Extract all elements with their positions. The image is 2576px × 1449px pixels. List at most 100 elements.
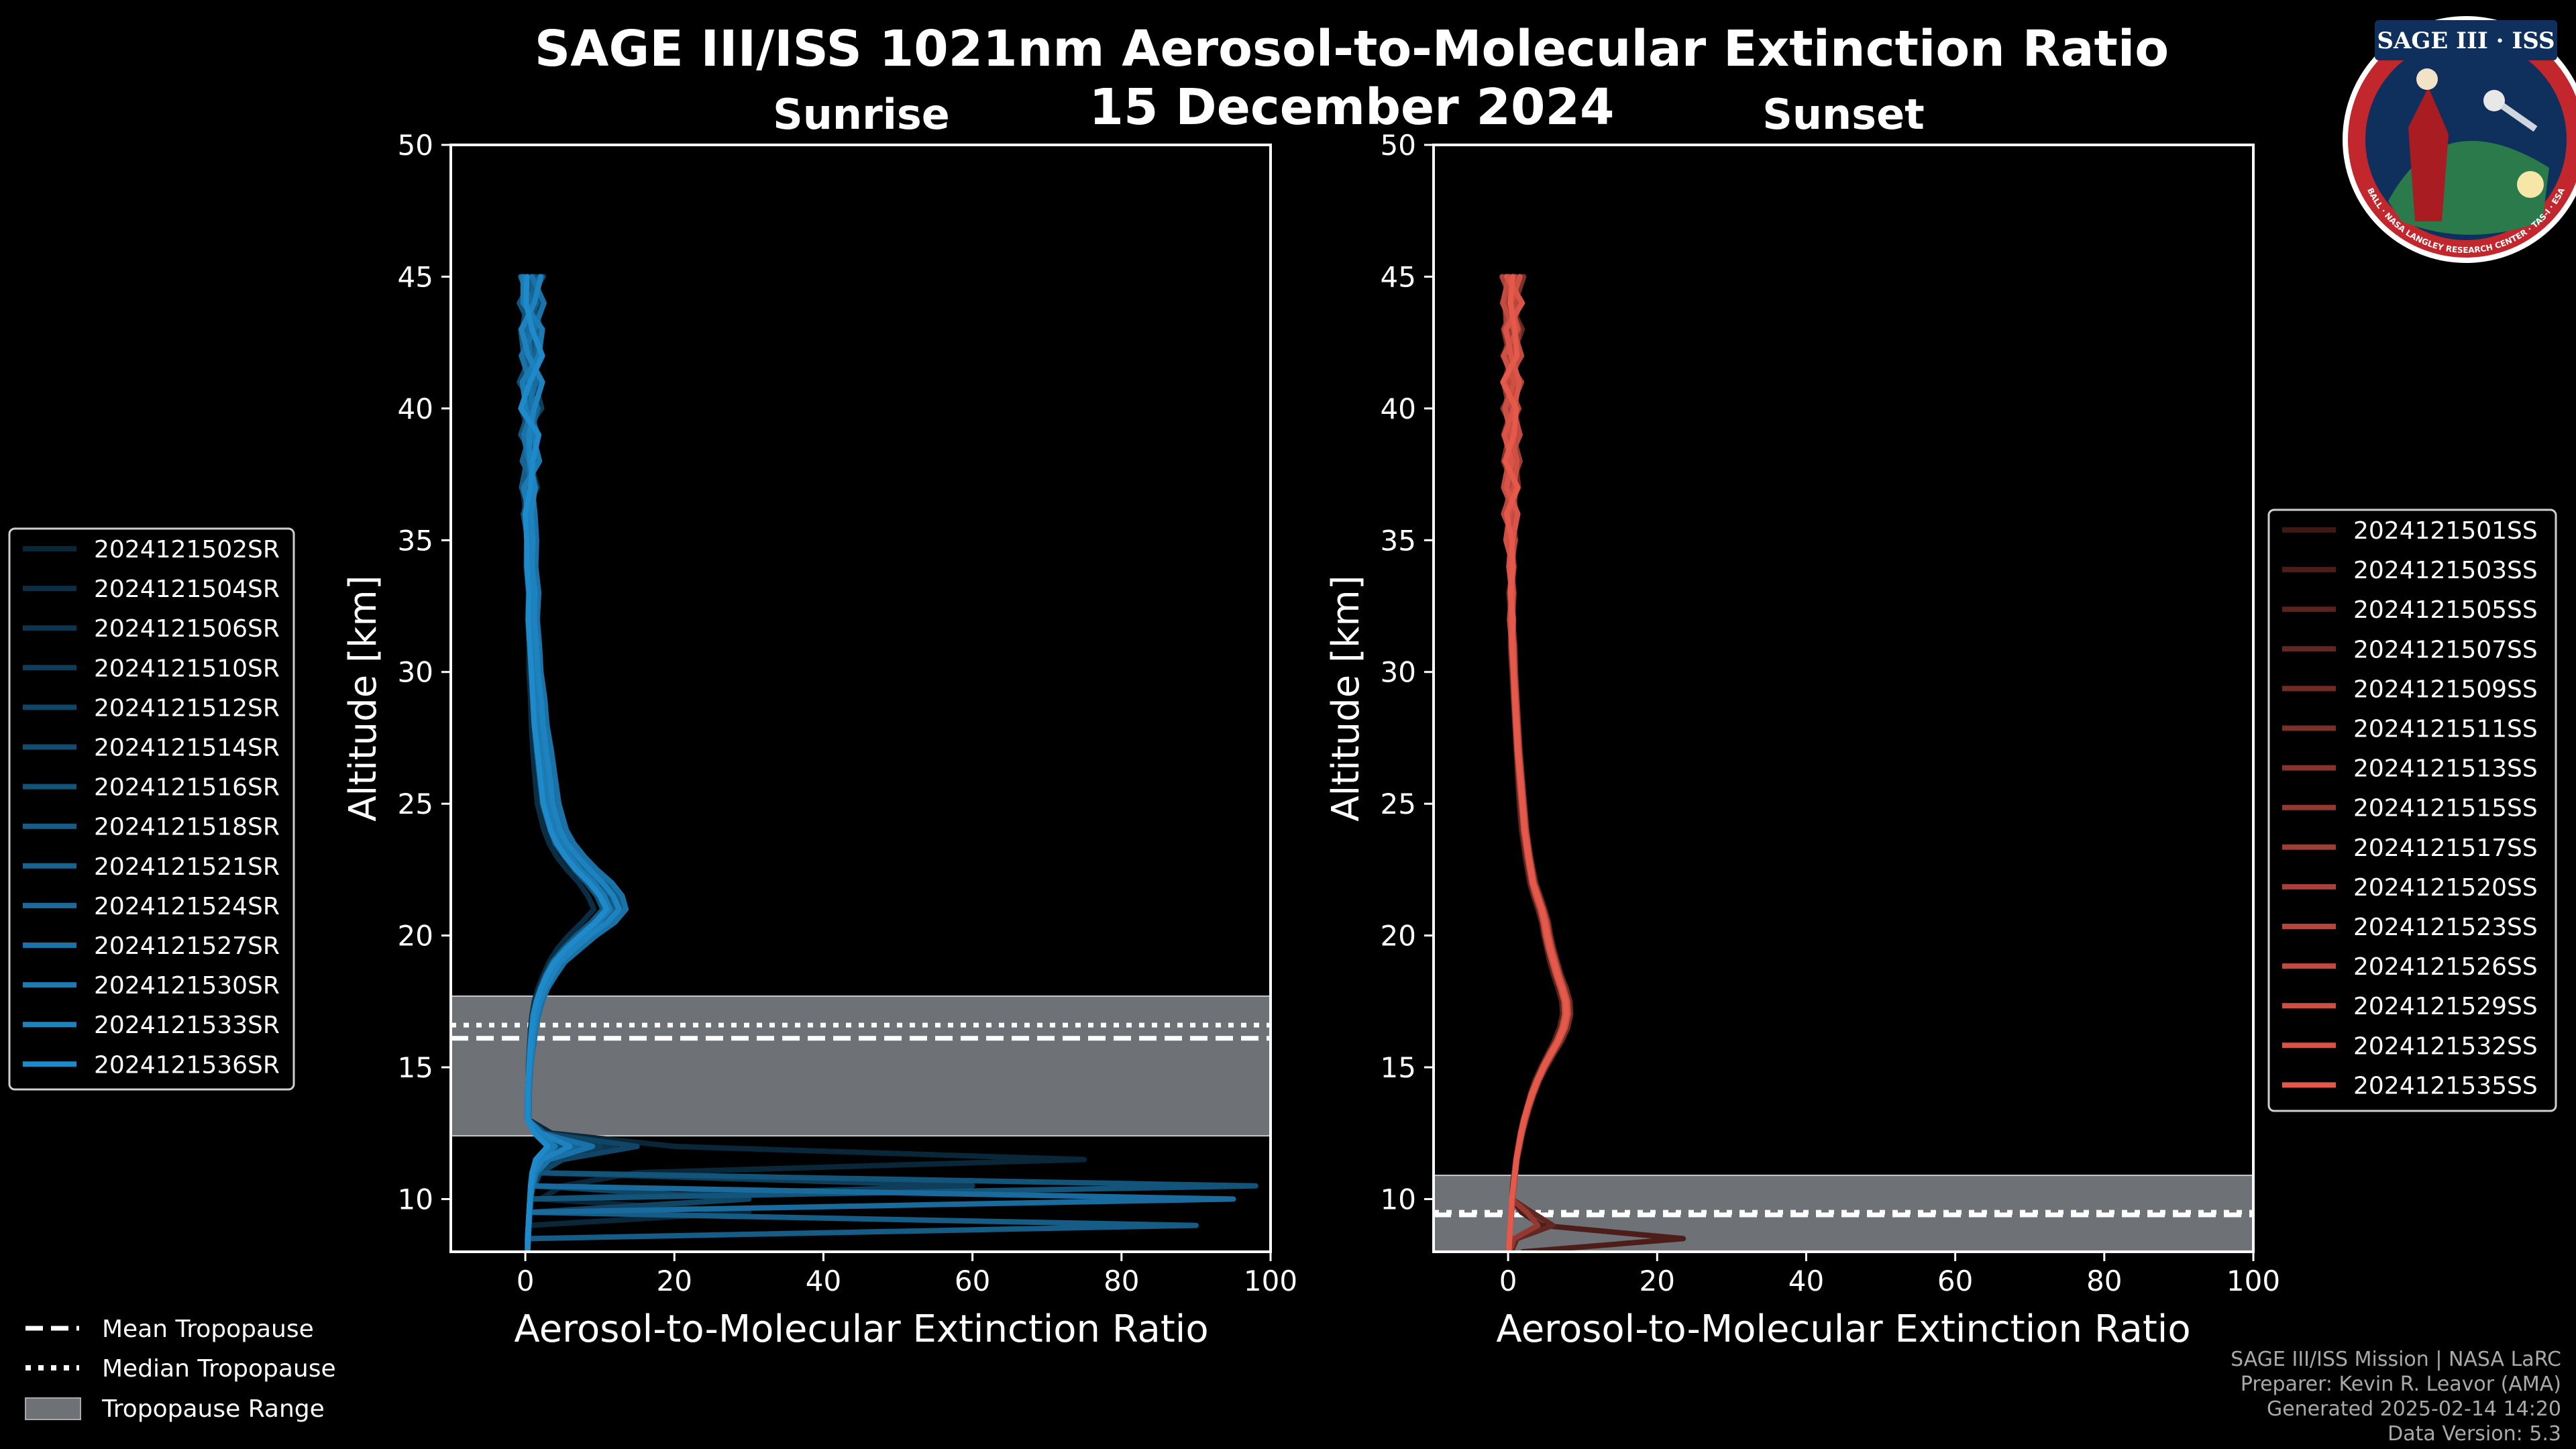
figure-title: SAGE III/ISS 1021nm Aerosol-to-Molecular… (535, 20, 2169, 78)
logo-moon-icon (2483, 90, 2505, 111)
sr-ytick-label-45: 45 (398, 260, 433, 293)
ss-legend-label-2024121532SS: 2024121532SS (2353, 1032, 2538, 1060)
sunrise-x-axis-label: Aerosol-to-Molecular Extinction Ratio (514, 1307, 1208, 1351)
ss-xtick-label-60: 60 (1937, 1265, 1973, 1297)
ss-xtick-label-0: 0 (1499, 1265, 1517, 1297)
sr-profile-2024121536SR (518, 274, 610, 1252)
credit-version: Data Version: 5.3 (2387, 1422, 2561, 1446)
sunset-legend-box (2267, 508, 2557, 1112)
sr-legend-label-2024121533SR: 2024121533SR (94, 1012, 280, 1039)
logo-iss-icon (2500, 103, 2538, 132)
sr-ytick-label-10: 10 (398, 1183, 433, 1216)
ss-legend-label-2024121507SS: 2024121507SS (2353, 636, 2538, 663)
sr-xtick-label-80: 80 (1104, 1265, 1139, 1297)
sr-legend-label-2024121521SR: 2024121521SR (94, 853, 280, 881)
tropopause-range-label: Tropopause Range (101, 1395, 325, 1423)
ss-legend-label-2024121509SS: 2024121509SS (2353, 676, 2538, 703)
ss-ytick-label-35: 35 (1381, 524, 1416, 557)
sunset-ticks: 0 20 40 60 80 100 10 15 20 25 30 35 40 45 50 (1381, 129, 2281, 1297)
sr-legend-label-2024121506SR: 2024121506SR (94, 615, 280, 643)
sr-ytick-label-25: 25 (398, 788, 433, 820)
sr-ytick-label-30: 30 (398, 656, 433, 689)
sr-legend-label-2024121510SR: 2024121510SR (94, 655, 280, 682)
ss-xtick-label-40: 40 (1788, 1265, 1824, 1297)
sr-legend-label-2024121536SR: 2024121536SR (94, 1051, 280, 1079)
ss-legend-label-2024121517SS: 2024121517SS (2353, 835, 2538, 862)
ss-ytick-label-40: 40 (1381, 392, 1416, 425)
logo-title-plate (2375, 20, 2557, 60)
ss-legend-label-2024121520SS: 2024121520SS (2353, 874, 2538, 902)
ss-legend-label-2024121511SS: 2024121511SS (2353, 716, 2538, 743)
sr-xtick-label-100: 100 (1244, 1265, 1297, 1297)
sr-xtick-label-20: 20 (657, 1265, 692, 1297)
sunrise-tropopause-layer (451, 995, 1271, 1137)
ss-legend-label-2024121515SS: 2024121515SS (2353, 795, 2538, 822)
sunrise-panel: 0 20 40 60 80 100 10 15 20 25 30 35 40 45 50 Aerosol-t… (341, 129, 1297, 1351)
ss-ytick-label-10: 10 (1381, 1183, 1416, 1216)
sunset-tropopause-layer (1434, 1175, 2253, 1252)
sr-ytick-label-35: 35 (398, 524, 433, 557)
ss-xtick-label-20: 20 (1640, 1265, 1675, 1297)
sr-xtick-label-0: 0 (517, 1265, 535, 1297)
sr-ytick-label-15: 15 (398, 1051, 433, 1084)
ss-legend-label-2024121535SS: 2024121535SS (2353, 1072, 2538, 1099)
ss-profile-2024121535SS (1500, 274, 1569, 1252)
sr-legend-label-2024121514SR: 2024121514SR (94, 735, 280, 762)
logo-title: SAGE III · ISS (2377, 28, 2555, 54)
sr-legend-label-2024121516SR: 2024121516SR (94, 774, 280, 802)
sr-ytick-label-20: 20 (398, 920, 433, 953)
sunrise-ticks: 0 20 40 60 80 100 10 15 20 25 30 35 40 45 50 (398, 129, 1298, 1297)
sunset-profiles (1499, 274, 1686, 1252)
sunset-legend: 2024121501SS 2024121503SS 2024121505SS 2024… (2267, 508, 2557, 1112)
sr-legend-label-2024121512SR: 2024121512SR (94, 694, 280, 722)
median-tropopause-label: Median Tropopause (102, 1355, 336, 1383)
ss-legend-label-2024121523SS: 2024121523SS (2353, 914, 2538, 941)
ss-legend-label-2024121503SS: 2024121503SS (2353, 557, 2538, 584)
ss-ytick-label-15: 15 (1381, 1051, 1416, 1084)
sr-legend-label-2024121524SR: 2024121524SR (94, 893, 280, 920)
ss-xtick-label-100: 100 (2226, 1265, 2280, 1297)
ss-ytick-label-50: 50 (1381, 129, 1416, 162)
ss-legend-label-2024121505SS: 2024121505SS (2353, 596, 2538, 624)
sunset-panel: 0 20 40 60 80 100 10 15 20 25 30 35 40 45 50 Aerosol-t… (1324, 129, 2280, 1351)
tropopause-range-swatch (25, 1397, 81, 1420)
sr-legend-label-2024121502SR: 2024121502SR (94, 536, 280, 564)
logo-sage-figure-icon (2408, 87, 2449, 221)
sr-ytick-label-40: 40 (398, 392, 433, 425)
sr-xtick-label-40: 40 (806, 1265, 841, 1297)
ss-ytick-label-45: 45 (1381, 260, 1416, 293)
sr-ytick-label-50: 50 (398, 129, 433, 162)
sunset-x-axis-label: Aerosol-to-Molecular Extinction Ratio (1496, 1307, 2190, 1351)
ss-ytick-label-25: 25 (1381, 788, 1416, 820)
credits: SAGE III/ISS Mission | NASA LaRC Prepare… (2231, 1348, 2561, 1446)
sr-legend-label-2024121530SR: 2024121530SR (94, 972, 280, 1000)
sr-xtick-label-60: 60 (955, 1265, 990, 1297)
sunset-axes-frame (1432, 144, 2255, 1253)
sr-profile-2024121533SR (519, 274, 623, 1252)
sunset-panel-title: Sunset (1762, 90, 1925, 139)
sunrise-legend: 2024121502SR 2024121504SR 2024121506SR 2024… (8, 527, 295, 1091)
sr-legend-label-2024121518SR: 2024121518SR (94, 814, 280, 841)
mean-tropopause-label: Mean Tropopause (102, 1316, 314, 1343)
sr-tropopause-range-band (451, 995, 1271, 1137)
sr-legend-label-2024121504SR: 2024121504SR (94, 576, 280, 603)
logo-sun-icon (2517, 171, 2544, 198)
sage-iii-iss-logo: SAGE III · ISS BALL · NASA LANGLEY RESEA… (2343, 16, 2576, 263)
sunrise-profiles (517, 274, 1258, 1252)
tropopause-legend: Mean Tropopause Median Tropopause Tropop… (25, 1316, 336, 1423)
credit-generated: Generated 2025-02-14 14:20 (2267, 1397, 2561, 1421)
sunrise-panel-title: Sunrise (773, 90, 950, 139)
ss-legend-label-2024121513SS: 2024121513SS (2353, 755, 2538, 783)
sunrise-legend-box (8, 527, 295, 1091)
logo-sage-head-icon (2416, 68, 2438, 90)
sr-legend-label-2024121527SR: 2024121527SR (94, 932, 280, 960)
ss-ytick-label-30: 30 (1381, 656, 1416, 689)
sunrise-y-axis-label: Altitude [km] (341, 575, 385, 821)
ss-legend-label-2024121501SS: 2024121501SS (2353, 517, 2538, 545)
sunset-y-axis-label: Altitude [km] (1324, 575, 1368, 821)
credit-mission: SAGE III/ISS Mission | NASA LaRC (2231, 1348, 2561, 1371)
ss-legend-label-2024121529SS: 2024121529SS (2353, 993, 2538, 1020)
ss-xtick-label-80: 80 (2086, 1265, 2122, 1297)
credit-preparer: Preparer: Kevin R. Leavor (AMA) (2241, 1373, 2561, 1396)
